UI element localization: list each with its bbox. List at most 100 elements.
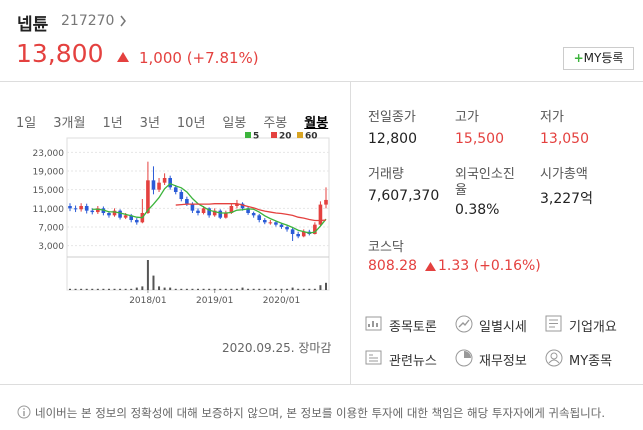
volume-bar	[247, 288, 250, 290]
index-change: 1.33 (+0.16%)	[438, 258, 541, 274]
candle-body	[235, 203, 239, 206]
volume-bar	[302, 288, 305, 290]
volume-bar	[219, 288, 222, 290]
y-tick-label: 7,000	[38, 224, 64, 234]
stock-name[interactable]: 넵튠	[17, 15, 49, 35]
volume-bar	[280, 288, 283, 290]
volume-bar	[169, 287, 172, 290]
my-register-label: MY등록	[583, 51, 624, 65]
button-icon	[365, 316, 382, 331]
period-tab[interactable]: 1일	[16, 116, 37, 131]
button-icon	[365, 350, 382, 365]
period-tab[interactable]: 일봉	[222, 116, 247, 131]
price: 13,800	[16, 39, 104, 68]
period-tab[interactable]: 10년	[176, 116, 206, 131]
volume-bar	[202, 288, 205, 290]
legend-swatch	[271, 132, 277, 138]
period-tab[interactable]: 1년	[102, 116, 123, 131]
plus-icon: +	[573, 51, 584, 65]
link-button[interactable]: 종목토론	[389, 320, 437, 335]
button-icon	[455, 349, 473, 367]
candle-body	[134, 220, 139, 223]
y-tick-label: 15,000	[33, 186, 65, 196]
volume-bar	[286, 288, 289, 290]
period-tab[interactable]: 월봉	[304, 116, 329, 131]
candle-body	[162, 178, 167, 183]
link-button[interactable]: 일별시세	[479, 320, 527, 335]
timestamp: 2020.09.25. 장마감	[222, 341, 332, 355]
button-icon	[455, 315, 473, 333]
volume-bar	[319, 285, 322, 290]
candle-body	[185, 199, 189, 204]
ma-line	[175, 203, 327, 222]
volume-bar	[235, 288, 238, 290]
candle-body	[129, 215, 134, 220]
volume-bar	[213, 288, 216, 290]
candle-body	[279, 224, 284, 227]
stat-label: 외국인소진율	[455, 167, 515, 198]
candle-body	[207, 208, 211, 216]
candle-body	[218, 210, 223, 218]
link-button[interactable]: 관련뉴스	[389, 354, 437, 369]
volume-bar	[85, 288, 88, 290]
x-tick-label: 2019/01	[196, 296, 233, 306]
candle-body	[268, 222, 273, 224]
period-tab[interactable]: 3년	[139, 116, 160, 131]
volume-bar	[224, 288, 227, 290]
volume-bar	[191, 288, 194, 290]
volume-bar	[180, 288, 183, 290]
candle-body	[123, 215, 128, 218]
period-tab[interactable]: 3개월	[53, 116, 86, 131]
my-register-button[interactable]: +MY등록	[563, 47, 634, 70]
volume-bar	[102, 288, 105, 290]
candle-body	[84, 206, 89, 211]
candle-body	[151, 180, 156, 190]
candle-body	[118, 210, 122, 218]
candle-body	[257, 215, 262, 220]
candle-body	[73, 208, 78, 210]
stat-value: 13,050	[540, 131, 589, 147]
link-button[interactable]: 재무정보	[479, 354, 527, 369]
candle-body	[313, 224, 317, 234]
candle-body	[96, 208, 100, 213]
chart: 3,000 7,000 11,000 15,000 19,000 23,000 2018/0…	[33, 132, 330, 306]
index-value: 808.28	[368, 258, 417, 274]
link-button[interactable]: MY종목	[569, 354, 613, 369]
volume-bar	[274, 288, 277, 290]
candle-body	[168, 178, 172, 188]
candle-body	[246, 208, 250, 213]
candle-body	[324, 199, 328, 205]
volume-bar	[313, 288, 316, 290]
volume-bar	[124, 288, 127, 290]
legend-swatch	[245, 132, 251, 138]
volume-bar	[297, 288, 300, 290]
legend-label: 60	[305, 132, 318, 142]
stock-code[interactable]: 217270	[61, 13, 115, 29]
candle-body	[251, 213, 256, 216]
volume-bar	[80, 288, 83, 290]
volume-bar	[74, 288, 77, 290]
legend-swatch	[297, 132, 303, 138]
candle-body	[196, 210, 200, 213]
candle-body	[90, 210, 95, 213]
volume-bar	[152, 275, 155, 290]
candle-body	[318, 204, 323, 225]
candle-body	[301, 231, 306, 237]
ma-line	[92, 182, 327, 234]
x-tick-label: 2020/01	[263, 296, 300, 306]
button-icon	[545, 315, 562, 332]
up-arrow	[425, 262, 436, 271]
volume-bar	[230, 288, 233, 290]
volume-bar	[174, 288, 177, 290]
legend-label: 20	[279, 132, 292, 142]
period-tab[interactable]: 주봉	[263, 116, 288, 131]
link-button[interactable]: 기업개요	[569, 320, 617, 335]
volume-bar	[308, 288, 311, 290]
volume-bar	[158, 286, 161, 290]
y-tick-label: 23,000	[33, 149, 65, 159]
volume-bar	[119, 288, 122, 290]
candle-body	[224, 213, 228, 218]
volume-bar	[241, 287, 244, 290]
